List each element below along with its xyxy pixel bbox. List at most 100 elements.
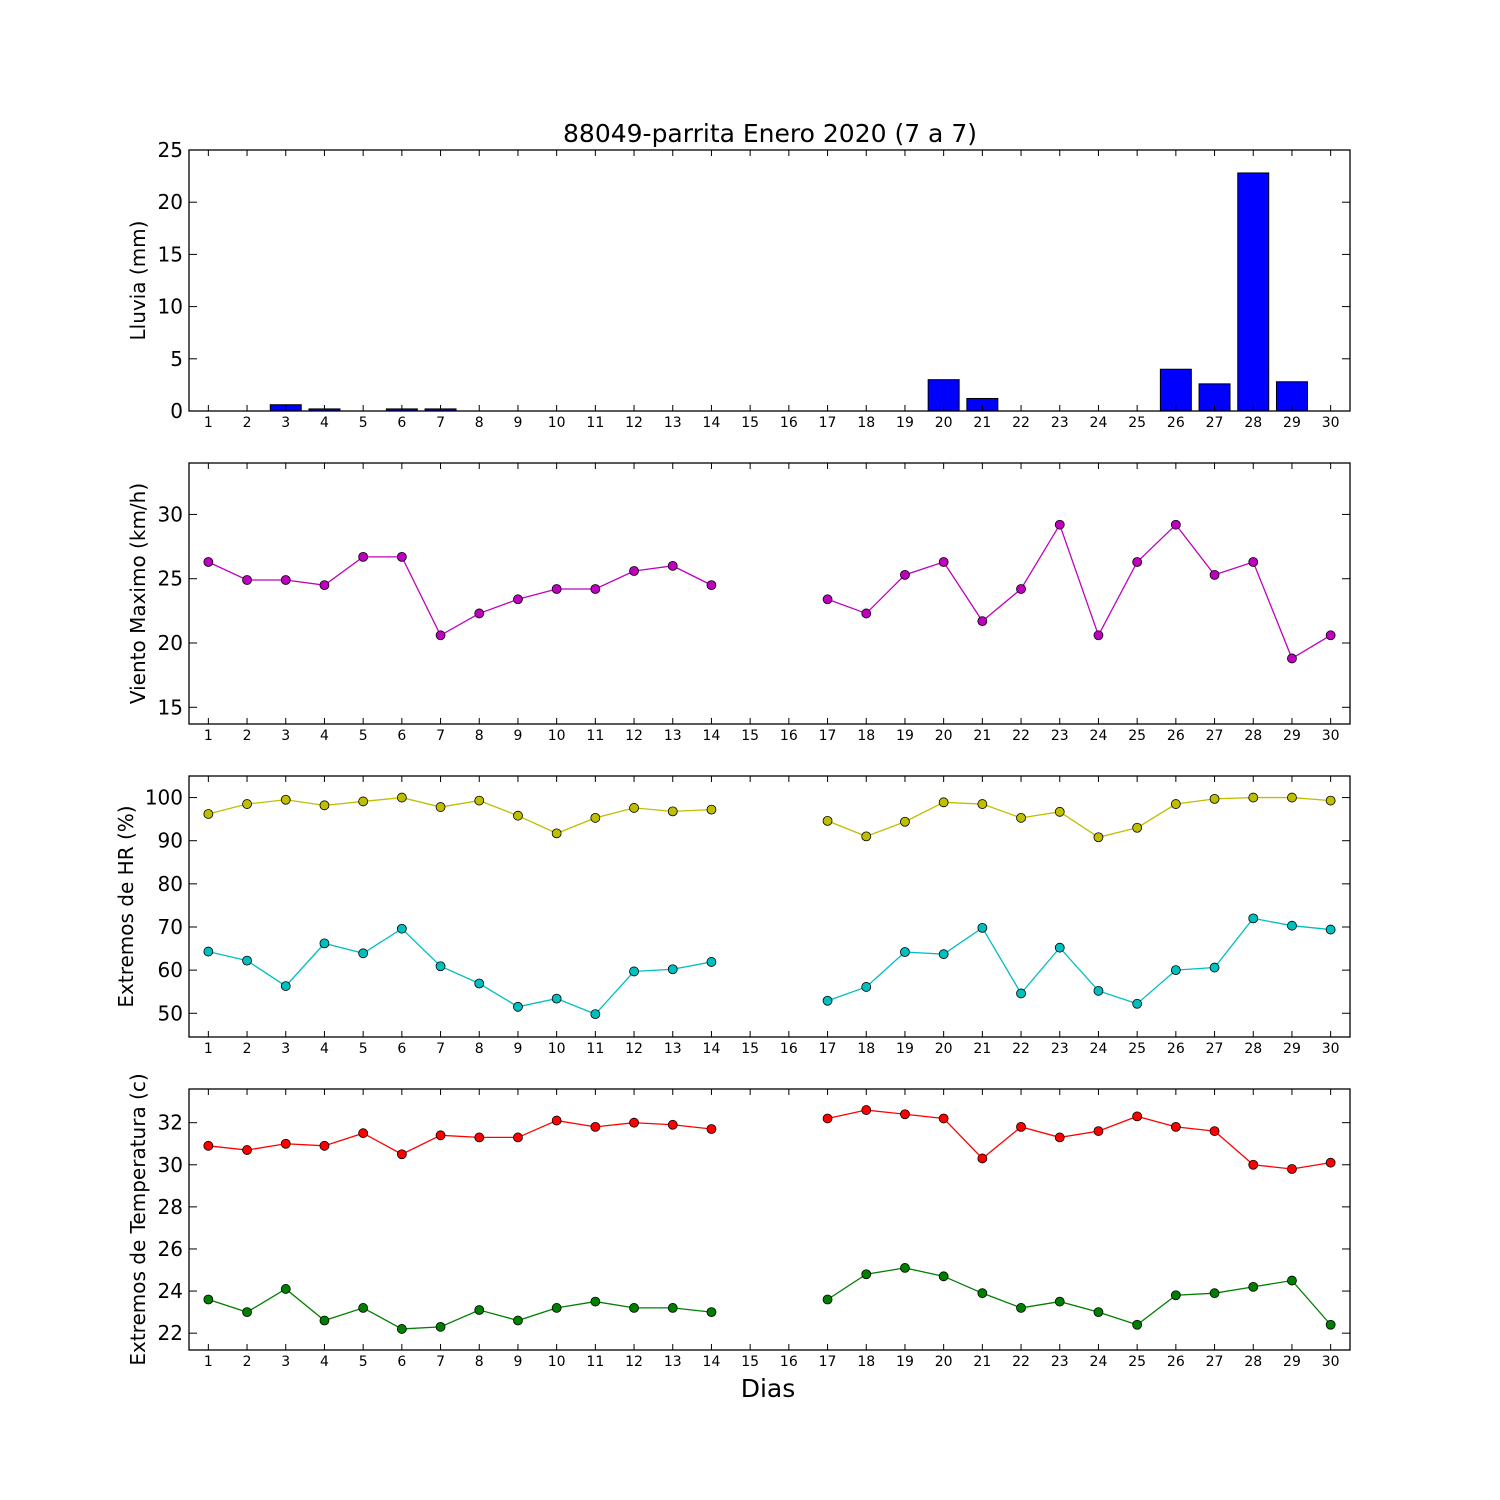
data-point — [900, 1109, 910, 1120]
data-point — [319, 1315, 330, 1326]
y-tick-label: 50 — [158, 1001, 183, 1025]
x-tick-label: 23 — [1051, 728, 1069, 744]
x-tick-label: 16 — [780, 1354, 798, 1370]
x-tick-label: 11 — [586, 728, 604, 744]
data-point — [822, 1294, 833, 1305]
x-tick-label: 3 — [281, 1354, 290, 1370]
y-tick-label: 70 — [158, 915, 183, 939]
data-point — [977, 616, 988, 627]
x-tick-label: 19 — [896, 1354, 914, 1370]
x-tick-label: 29 — [1283, 1041, 1301, 1057]
data-point — [1016, 1121, 1026, 1132]
x-tick-label: 14 — [703, 1354, 721, 1370]
data-point — [822, 1113, 833, 1124]
data-point — [358, 796, 369, 807]
data-point — [242, 1307, 252, 1318]
x-tick-label: 7 — [436, 1354, 445, 1370]
x-tick-label: 20 — [935, 1041, 953, 1057]
data-point — [1287, 653, 1297, 664]
data-point — [977, 799, 988, 809]
x-tick-label: 8 — [475, 1354, 484, 1370]
data-point — [1016, 1303, 1026, 1313]
series-line — [208, 1119, 712, 1155]
data-point — [1054, 1296, 1065, 1307]
x-tick-label: 18 — [857, 1354, 875, 1370]
data-point — [474, 978, 485, 989]
data-point — [551, 993, 562, 1004]
data-point — [280, 794, 291, 805]
x-tick-label: 5 — [359, 1354, 368, 1370]
x-tick-label: 2 — [243, 728, 252, 744]
series-line — [208, 927, 712, 1015]
data-point — [590, 812, 601, 823]
data-point — [435, 1321, 446, 1332]
x-tick-label: 4 — [320, 728, 329, 744]
data-point — [590, 1296, 601, 1307]
x-tick-label: 21 — [973, 1354, 991, 1370]
x-tick-label: 9 — [513, 415, 522, 431]
y-tick-label: 90 — [158, 829, 183, 853]
data-point — [1016, 988, 1026, 999]
data-point — [706, 580, 717, 591]
data-point — [822, 594, 833, 605]
data-point — [513, 594, 523, 605]
x-tick-label: 28 — [1244, 1041, 1262, 1057]
data-point — [280, 575, 291, 585]
x-tick-label: 4 — [320, 415, 329, 431]
x-tick-label: 23 — [1051, 1041, 1069, 1057]
y-tick-label: 10 — [158, 295, 183, 319]
data-point — [822, 815, 833, 826]
y-tick-label: 28 — [158, 1195, 183, 1219]
x-tick-label: 8 — [475, 728, 484, 744]
y-axis-label: Viento Maximo (km/h) — [126, 483, 150, 704]
y-axis-label: Extremos de Temperatura (c) — [126, 1073, 150, 1365]
series-line — [827, 1109, 1331, 1170]
y-tick-label: 22 — [158, 1321, 183, 1345]
x-tick-label: 30 — [1322, 1041, 1340, 1057]
x-tick-label: 1 — [204, 728, 213, 744]
data-point — [861, 1269, 872, 1280]
x-tick-label: 20 — [935, 728, 953, 744]
x-tick-label: 28 — [1244, 728, 1262, 744]
x-tick-label: 6 — [397, 728, 406, 744]
x-tick-label: 10 — [548, 728, 566, 744]
x-tick-label: 30 — [1322, 728, 1340, 744]
data-point — [1132, 557, 1143, 567]
data-point — [1170, 1121, 1181, 1132]
data-point — [1093, 832, 1104, 843]
x-tick-label: 14 — [703, 415, 721, 431]
x-tick-label: 12 — [625, 1354, 643, 1370]
x-tick-label: 11 — [586, 1354, 604, 1370]
x-tick-label: 19 — [896, 1041, 914, 1057]
data-point — [513, 810, 523, 821]
data-point — [706, 1307, 717, 1318]
x-tick-label: 13 — [664, 1354, 682, 1370]
y-tick-label: 25 — [158, 567, 183, 591]
data-point — [1209, 962, 1220, 973]
y-tick-label: 30 — [158, 502, 183, 526]
chart-title: 88049-parrita Enero 2020 (7 a 7) — [563, 119, 977, 148]
x-tick-label: 8 — [475, 415, 484, 431]
data-point — [396, 792, 407, 803]
x-tick-label: 6 — [397, 415, 406, 431]
data-point — [590, 1009, 601, 1020]
data-point — [319, 938, 330, 949]
axes-frame — [188, 462, 1351, 725]
axes-frame — [188, 1088, 1351, 1351]
y-tick-label: 100 — [145, 786, 183, 810]
data-point — [1016, 812, 1026, 823]
x-tick-label: 24 — [1090, 728, 1108, 744]
data-point — [435, 1130, 446, 1141]
data-point — [551, 584, 562, 594]
x-tick-label: 21 — [973, 728, 991, 744]
data-point — [590, 1121, 601, 1132]
x-tick-label: 17 — [819, 1041, 837, 1057]
x-tick-label: 25 — [1128, 1041, 1146, 1057]
data-point — [1170, 965, 1181, 976]
data-point — [1325, 630, 1336, 641]
x-tick-label: 27 — [1206, 415, 1224, 431]
x-tick-label: 25 — [1128, 415, 1146, 431]
data-point — [1132, 1111, 1143, 1122]
x-tick-label: 23 — [1051, 1354, 1069, 1370]
x-tick-label: 27 — [1206, 1041, 1224, 1057]
